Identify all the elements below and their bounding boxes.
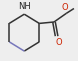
Text: NH: NH: [18, 2, 31, 11]
Text: O: O: [55, 38, 62, 47]
Text: O: O: [62, 3, 69, 12]
